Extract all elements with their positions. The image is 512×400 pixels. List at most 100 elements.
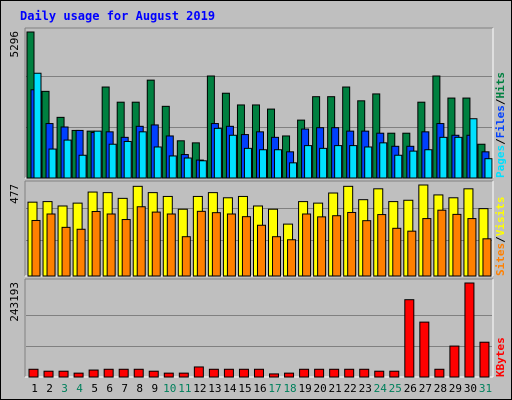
x-tick-label-day-29: 29 [449,382,462,395]
bar-kbytes-day-14 [223,368,234,378]
x-tick-label-day-2: 2 [46,382,53,395]
bar-sites-day-31 [482,238,492,277]
bar-pages-day-27 [424,149,433,179]
bar-kbytes-day-26 [404,299,415,378]
x-tick-label-day-11: 11 [178,382,191,395]
bar-kbytes-day-24 [374,370,385,378]
bar-sites-day-26 [407,230,417,277]
bar-kbytes-day-11 [178,372,189,378]
x-tick-label-day-12: 12 [193,382,206,395]
bar-kbytes-day-21 [329,368,340,378]
bar-kbytes-day-9 [148,370,159,378]
x-tick-label-day-20: 20 [314,382,327,395]
bar-pages-day-22 [349,145,358,179]
bar-kbytes-day-17 [269,373,280,378]
bar-pages-day-31 [484,158,493,179]
legend-entry: Files [494,105,507,138]
bar-sites-day-2 [46,213,56,277]
bar-sites-day-1 [31,219,41,277]
x-tick-label-day-6: 6 [106,382,113,395]
bar-sites-day-30 [467,218,477,277]
legend-visits-sites: Sites/Visits [494,197,507,277]
bar-kbytes-day-25 [389,370,400,378]
bar-sites-day-19 [302,213,312,277]
bar-pages-day-14 [228,134,237,179]
x-tick-label-day-22: 22 [344,382,357,395]
bar-kbytes-day-18 [284,372,295,378]
bar-kbytes-day-28 [434,368,445,378]
legend-entry: / [494,138,507,145]
bar-kbytes-day-30 [464,282,475,378]
bar-pages-day-4 [78,154,87,179]
x-tick-label-day-28: 28 [434,382,447,395]
bar-pages-day-29 [454,136,463,179]
bar-pages-day-13 [213,127,222,179]
bar-kbytes-day-12 [193,366,204,378]
bar-sites-day-12 [196,210,206,277]
bar-sites-day-7 [121,219,131,277]
bar-kbytes-day-2 [43,370,54,378]
chart-title: Daily usage for August 2019 [20,9,216,23]
bar-pages-day-25 [394,154,403,179]
bar-sites-day-11 [181,236,191,277]
bar-sites-day-9 [151,211,161,277]
x-tick-label-day-8: 8 [136,382,143,395]
legend-entry: / [494,98,507,105]
x-tick-label-day-24: 24 [374,382,388,395]
bar-kbytes-day-1 [28,368,39,378]
x-tick-label-day-27: 27 [419,382,432,395]
x-tick-label-day-7: 7 [121,382,128,395]
bar-kbytes-day-5 [88,369,99,378]
x-tick-label-day-30: 30 [464,382,477,395]
bar-kbytes-day-8 [133,368,144,378]
bar-sites-day-10 [166,213,176,277]
bar-kbytes-day-19 [299,368,310,378]
bar-sites-day-15 [241,216,251,277]
x-tick-label-day-4: 4 [76,382,83,395]
bar-sites-day-25 [392,227,402,277]
bar-pages-day-3 [63,139,72,179]
x-tick-label-day-15: 15 [238,382,251,395]
bar-pages-day-7 [123,140,132,179]
legend-entry: Hits [494,72,507,99]
bar-sites-day-20 [317,216,327,277]
bar-sites-day-13 [211,212,221,277]
bar-kbytes-day-23 [359,368,370,378]
bar-kbytes-day-31 [479,341,490,378]
bar-pages-day-5 [93,130,102,179]
y-axis-max-label: 477 [8,184,21,204]
bar-pages-day-24 [379,142,388,179]
bar-sites-day-21 [332,215,342,277]
bar-pages-day-21 [334,145,343,179]
bar-sites-day-23 [362,220,372,277]
bar-pages-day-2 [48,148,57,179]
bar-pages-day-19 [304,145,313,179]
bar-sites-day-18 [287,239,297,277]
legend-entry: Sites [494,243,507,276]
legend-hits-files-pages: Pages/Files/Hits [494,72,507,178]
bar-sites-day-8 [136,206,146,277]
bar-pages-day-28 [439,136,448,179]
bar-kbytes-day-20 [314,368,325,378]
legend-entry: / [494,236,507,243]
bar-sites-day-16 [256,224,266,277]
x-tick-label-day-17: 17 [268,382,281,395]
bar-sites-day-6 [106,213,116,277]
bar-kbytes-day-3 [58,370,69,378]
bar-pages-day-20 [319,147,328,179]
bar-pages-day-18 [289,162,298,179]
x-tick-label-day-18: 18 [283,382,296,395]
plot-area [25,279,493,377]
bar-sites-day-29 [452,213,462,277]
bar-sites-day-5 [91,211,101,277]
bar-kbytes-day-4 [73,372,84,378]
bar-kbytes-day-22 [344,368,355,378]
bar-pages-day-17 [274,149,283,179]
bar-kbytes-day-15 [238,368,249,378]
bar-pages-day-6 [108,143,117,179]
bar-sites-day-17 [272,236,282,277]
bar-pages-day-11 [183,157,192,179]
bar-kbytes-day-6 [103,368,114,378]
